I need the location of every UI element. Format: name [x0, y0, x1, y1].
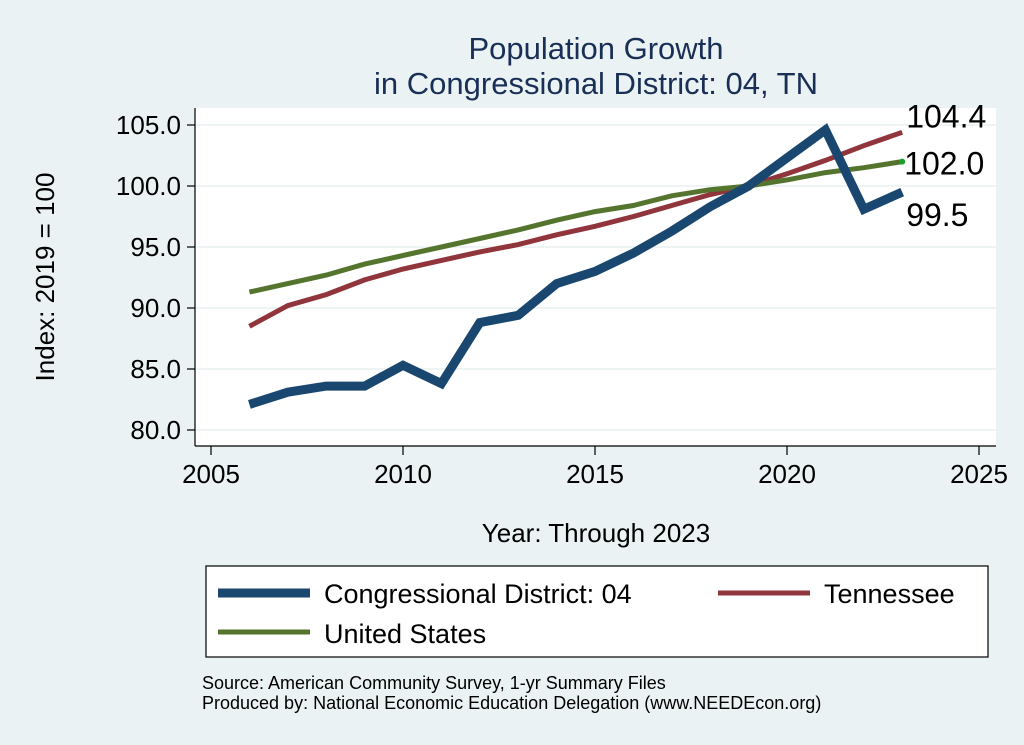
y-axis-title: Index: 2019 = 100: [30, 173, 60, 382]
x-tick-label-2015: 2015: [566, 459, 624, 489]
chart-title-line-1: Population Growth: [468, 31, 723, 66]
y-tick-label-95: 95.0: [130, 232, 181, 262]
y-tick-label-85: 85.0: [130, 354, 181, 384]
series-line-tennessee: [248, 129, 904, 329]
series-line-congressional-district-04: [248, 123, 905, 409]
end-label-united-states: 102.0: [904, 146, 984, 182]
series-line-united-states: [248, 159, 903, 295]
legend-label-tennessee: Tennessee: [824, 579, 955, 609]
x-tick-label-2005: 2005: [182, 459, 240, 489]
source-note: Source: American Community Survey, 1-yr …: [202, 673, 666, 693]
chart-title-line-2: in Congressional District: 04, TN: [374, 66, 818, 101]
legend-label-congressional-district: Congressional District: 04: [324, 579, 632, 609]
producer-note: Produced by: National Economic Education…: [202, 693, 821, 713]
y-tick-label-90: 90.0: [130, 293, 181, 323]
x-tick-label-2010: 2010: [374, 459, 432, 489]
data-series: [248, 123, 906, 409]
end-labels: 99.5 104.4 102.0: [904, 98, 986, 233]
gridlines: [196, 124, 996, 431]
y-tick-label-105: 105.0: [116, 110, 181, 140]
x-axis-title: Year: Through 2023: [482, 518, 710, 548]
y-tick-label-100: 100.0: [116, 171, 181, 201]
x-tick-label-2025: 2025: [950, 459, 1008, 489]
legend-box: [205, 565, 989, 658]
y-axis-ticks: 80.0 85.0 90.0 95.0 100.0 105.0: [116, 110, 195, 445]
y-tick-label-80: 80.0: [130, 415, 181, 445]
series-end-marker-united-states: [899, 158, 906, 165]
end-label-tennessee: 104.4: [906, 98, 986, 134]
legend-label-united-states: United States: [324, 619, 486, 649]
x-axis-ticks: 2005 2010 2015 2020 2025: [182, 446, 1008, 489]
end-label-congressional-district-04: 99.5: [906, 197, 968, 233]
legend: Congressional District: 04 Tennessee Uni…: [205, 565, 989, 658]
x-tick-label-2020: 2020: [758, 459, 816, 489]
